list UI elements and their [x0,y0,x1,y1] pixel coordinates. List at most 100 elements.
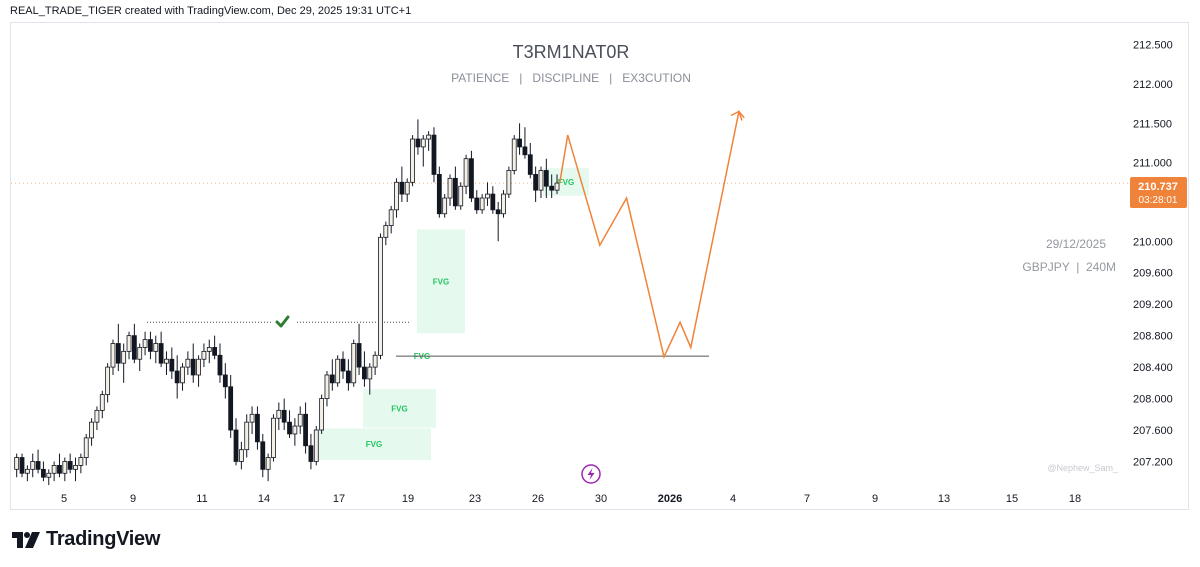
candle-body [83,437,89,458]
time-tick-label: 5 [61,493,67,505]
chart-frame[interactable]: FVG FVG FVG FVG FVG 212.500 212.000 211.500 211… [10,22,1189,510]
candle-body [394,181,399,211]
candle-body [399,181,405,195]
candle-body [94,409,100,423]
liquidity-checkmark-icon [275,315,290,328]
candle-body [73,465,78,470]
candle-body [131,335,137,360]
candle-body [356,343,362,368]
candle-body [495,209,501,215]
candle-body [527,154,533,175]
fvg-label: FVG [433,277,449,286]
candle-body [260,441,266,470]
candle-body [19,457,25,474]
candle-body [196,358,201,376]
watermark-date: 29/12/2025 [1046,237,1106,251]
candle-body [281,409,287,423]
candle-body [99,394,105,411]
candle-body [185,358,191,368]
candle-body [228,386,234,431]
candle-body [378,236,383,356]
candle-body [249,413,255,423]
author-watermark: @Nephew_Sam_ [1047,463,1119,473]
candle-body [313,429,319,462]
candle-body [319,398,325,431]
price-tick-label: 208.800 [1133,331,1173,343]
candle-body [46,472,52,478]
candle-body [431,134,437,175]
candle-body [469,158,474,199]
candle-body [271,417,276,458]
price-tick-label: 211.500 [1133,118,1172,130]
candle-body [522,146,528,156]
time-tick-label: 26 [532,493,544,505]
candle-body [308,445,314,462]
candle-body [426,134,432,140]
candle-body [447,177,453,199]
lightning-event-icon[interactable] [581,464,601,484]
price-tick-label: 209.200 [1133,299,1173,311]
price-levels [147,321,709,357]
price-axis: 212.500 212.000 211.500 211.000 210.000 209.6… [1133,40,1173,469]
candle-body [30,461,36,470]
time-tick-label: 9 [130,493,136,505]
price-tick-label: 207.200 [1133,456,1173,468]
candle-body [233,429,239,462]
candle-body [164,358,169,364]
candle-body [474,197,480,211]
candle-body [372,354,378,368]
candle-body [533,174,539,191]
candle-body [367,366,373,380]
time-tick-label: 11 [196,493,207,505]
fvg-label: FVG [558,178,574,187]
candle-body [89,421,94,439]
time-tick-label: 2026 [658,493,682,505]
candle-body [126,335,132,352]
time-tick-label: 14 [258,493,270,505]
candle-body [517,138,522,148]
tradingview-brand: TradingView [46,528,161,550]
candle-body [276,409,282,419]
bar-countdown-label: 03:28:01 [1139,195,1178,206]
candle-body [292,425,298,435]
candle-body [265,457,271,470]
candle-body [244,421,250,451]
candle-body [105,366,111,396]
watermark-title: T3RM1NAT0R [513,42,630,62]
candle-body [222,374,228,388]
candle-body [255,413,260,443]
time-tick-label: 9 [872,493,878,505]
candle-body [190,358,196,376]
candle-body [351,343,357,384]
candle-body [115,343,121,364]
tradingview-logo-icon [12,531,40,548]
candle-body [169,358,175,372]
time-tick-label: 18 [1069,493,1081,505]
projection-arrowhead [730,110,743,121]
candle-body [463,158,469,187]
candle-series [14,119,560,486]
candle-body [329,374,335,384]
candle-body [51,465,57,474]
candle-body [383,225,389,238]
price-tick-label: 207.600 [1133,425,1173,437]
candle-body [479,197,485,211]
chart-attribution: REAL_TRADE_TIGER created with TradingVie… [10,5,412,17]
candle-body [415,138,421,148]
candle-body [506,170,512,195]
candle-body [490,193,496,211]
projection-path [558,109,745,360]
time-tick-label: 4 [730,493,736,505]
candle-body [206,347,212,352]
fvg-zone [417,229,465,334]
candle-body [501,193,506,215]
candle-body [57,465,62,474]
tradingview-logo[interactable]: TradingView [12,528,160,551]
price-tick-label: 209.600 [1133,268,1173,280]
candle-body [420,138,426,148]
candle-body [41,468,46,478]
price-tick-label: 211.000 [1133,158,1172,170]
candle-body [24,468,30,474]
candle-body [436,174,442,215]
